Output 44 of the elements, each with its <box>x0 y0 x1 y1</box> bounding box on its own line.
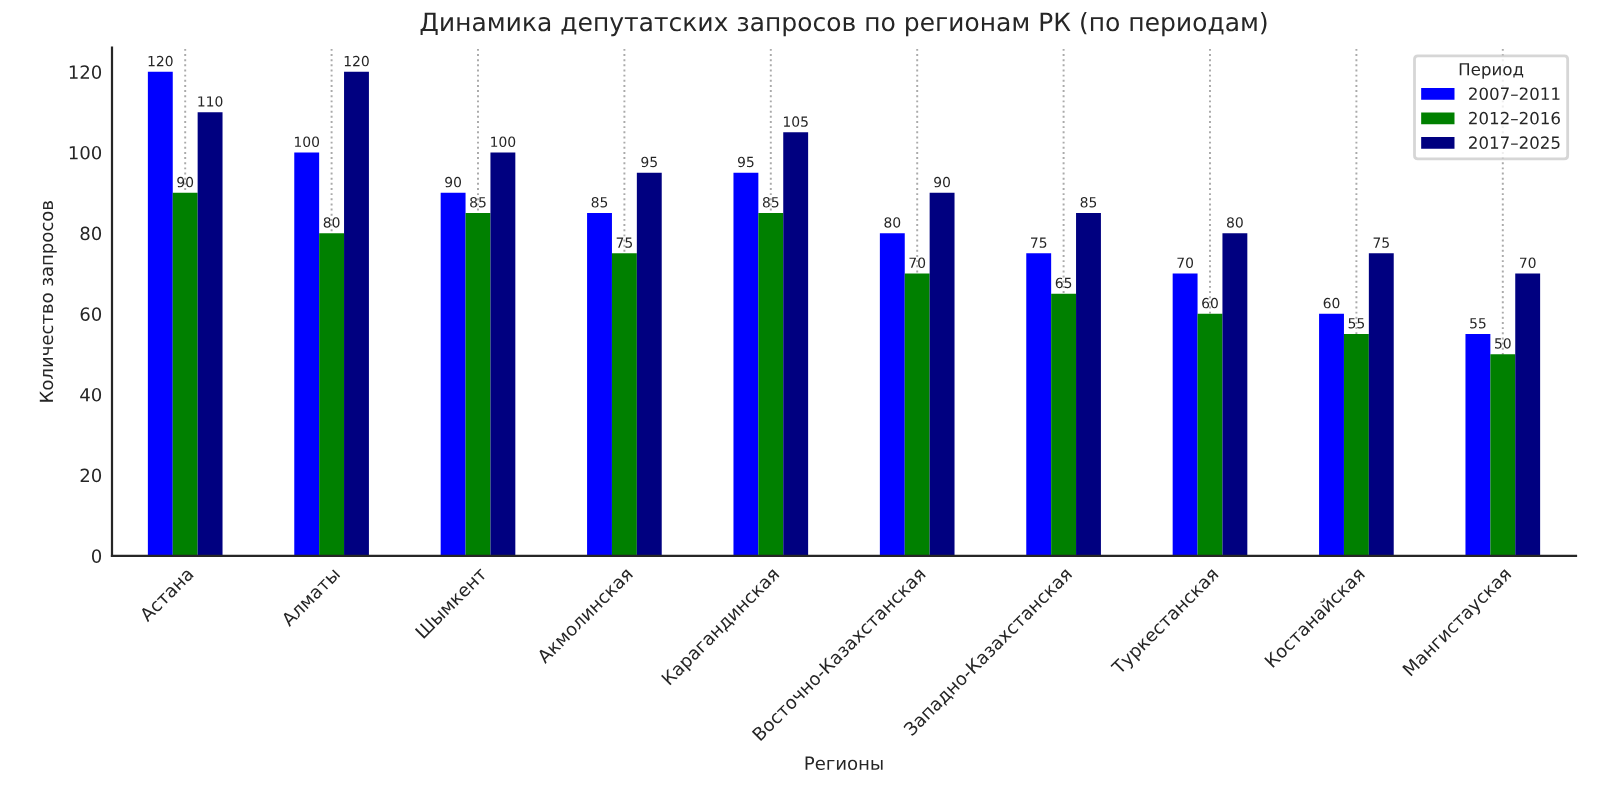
bar <box>172 192 198 556</box>
bar <box>1197 313 1223 556</box>
bar <box>1368 253 1394 556</box>
bar <box>1319 313 1344 556</box>
bar <box>611 253 637 556</box>
bar <box>1465 333 1491 556</box>
bar <box>490 152 516 556</box>
y-tick-label: 40 <box>80 387 102 402</box>
x-axis-title: Регионы <box>805 756 883 771</box>
y-tick-label: 20 <box>80 468 102 483</box>
y-axis-title: Количество запросов <box>39 201 57 402</box>
legend-title: Период <box>1459 63 1524 79</box>
bar <box>733 172 759 556</box>
bar <box>758 212 784 556</box>
legend-label: 2012–2016 <box>1469 111 1560 125</box>
bar <box>1076 212 1101 556</box>
bar <box>929 192 955 556</box>
bar <box>783 132 809 556</box>
bar <box>1343 333 1369 556</box>
chart-title: Динамика депутатских запросов по регионам РК (по периодам) <box>420 12 1267 37</box>
bar <box>904 273 930 556</box>
y-tick-label: 80 <box>80 226 102 241</box>
y-tick-label: 60 <box>80 307 102 321</box>
legend-label: 2017–2025 <box>1469 136 1560 149</box>
bar <box>1026 253 1052 556</box>
bar <box>1172 273 1198 556</box>
bar <box>197 112 223 556</box>
bar <box>147 71 173 556</box>
bar <box>344 71 369 556</box>
bar <box>1051 293 1077 556</box>
bar <box>440 192 466 556</box>
legend-label: 2007–2011 <box>1469 87 1560 100</box>
y-tick-label: 100 <box>69 145 102 160</box>
bar <box>294 152 320 556</box>
bar <box>587 212 612 556</box>
bar <box>319 233 345 556</box>
y-tick-label: 0 <box>91 549 102 563</box>
bar <box>879 233 905 556</box>
bar <box>1222 233 1248 556</box>
bar <box>465 212 491 556</box>
bar <box>1515 273 1541 556</box>
bar <box>636 172 662 556</box>
y-tick-label: 120 <box>69 65 102 79</box>
bar <box>1490 354 1516 556</box>
